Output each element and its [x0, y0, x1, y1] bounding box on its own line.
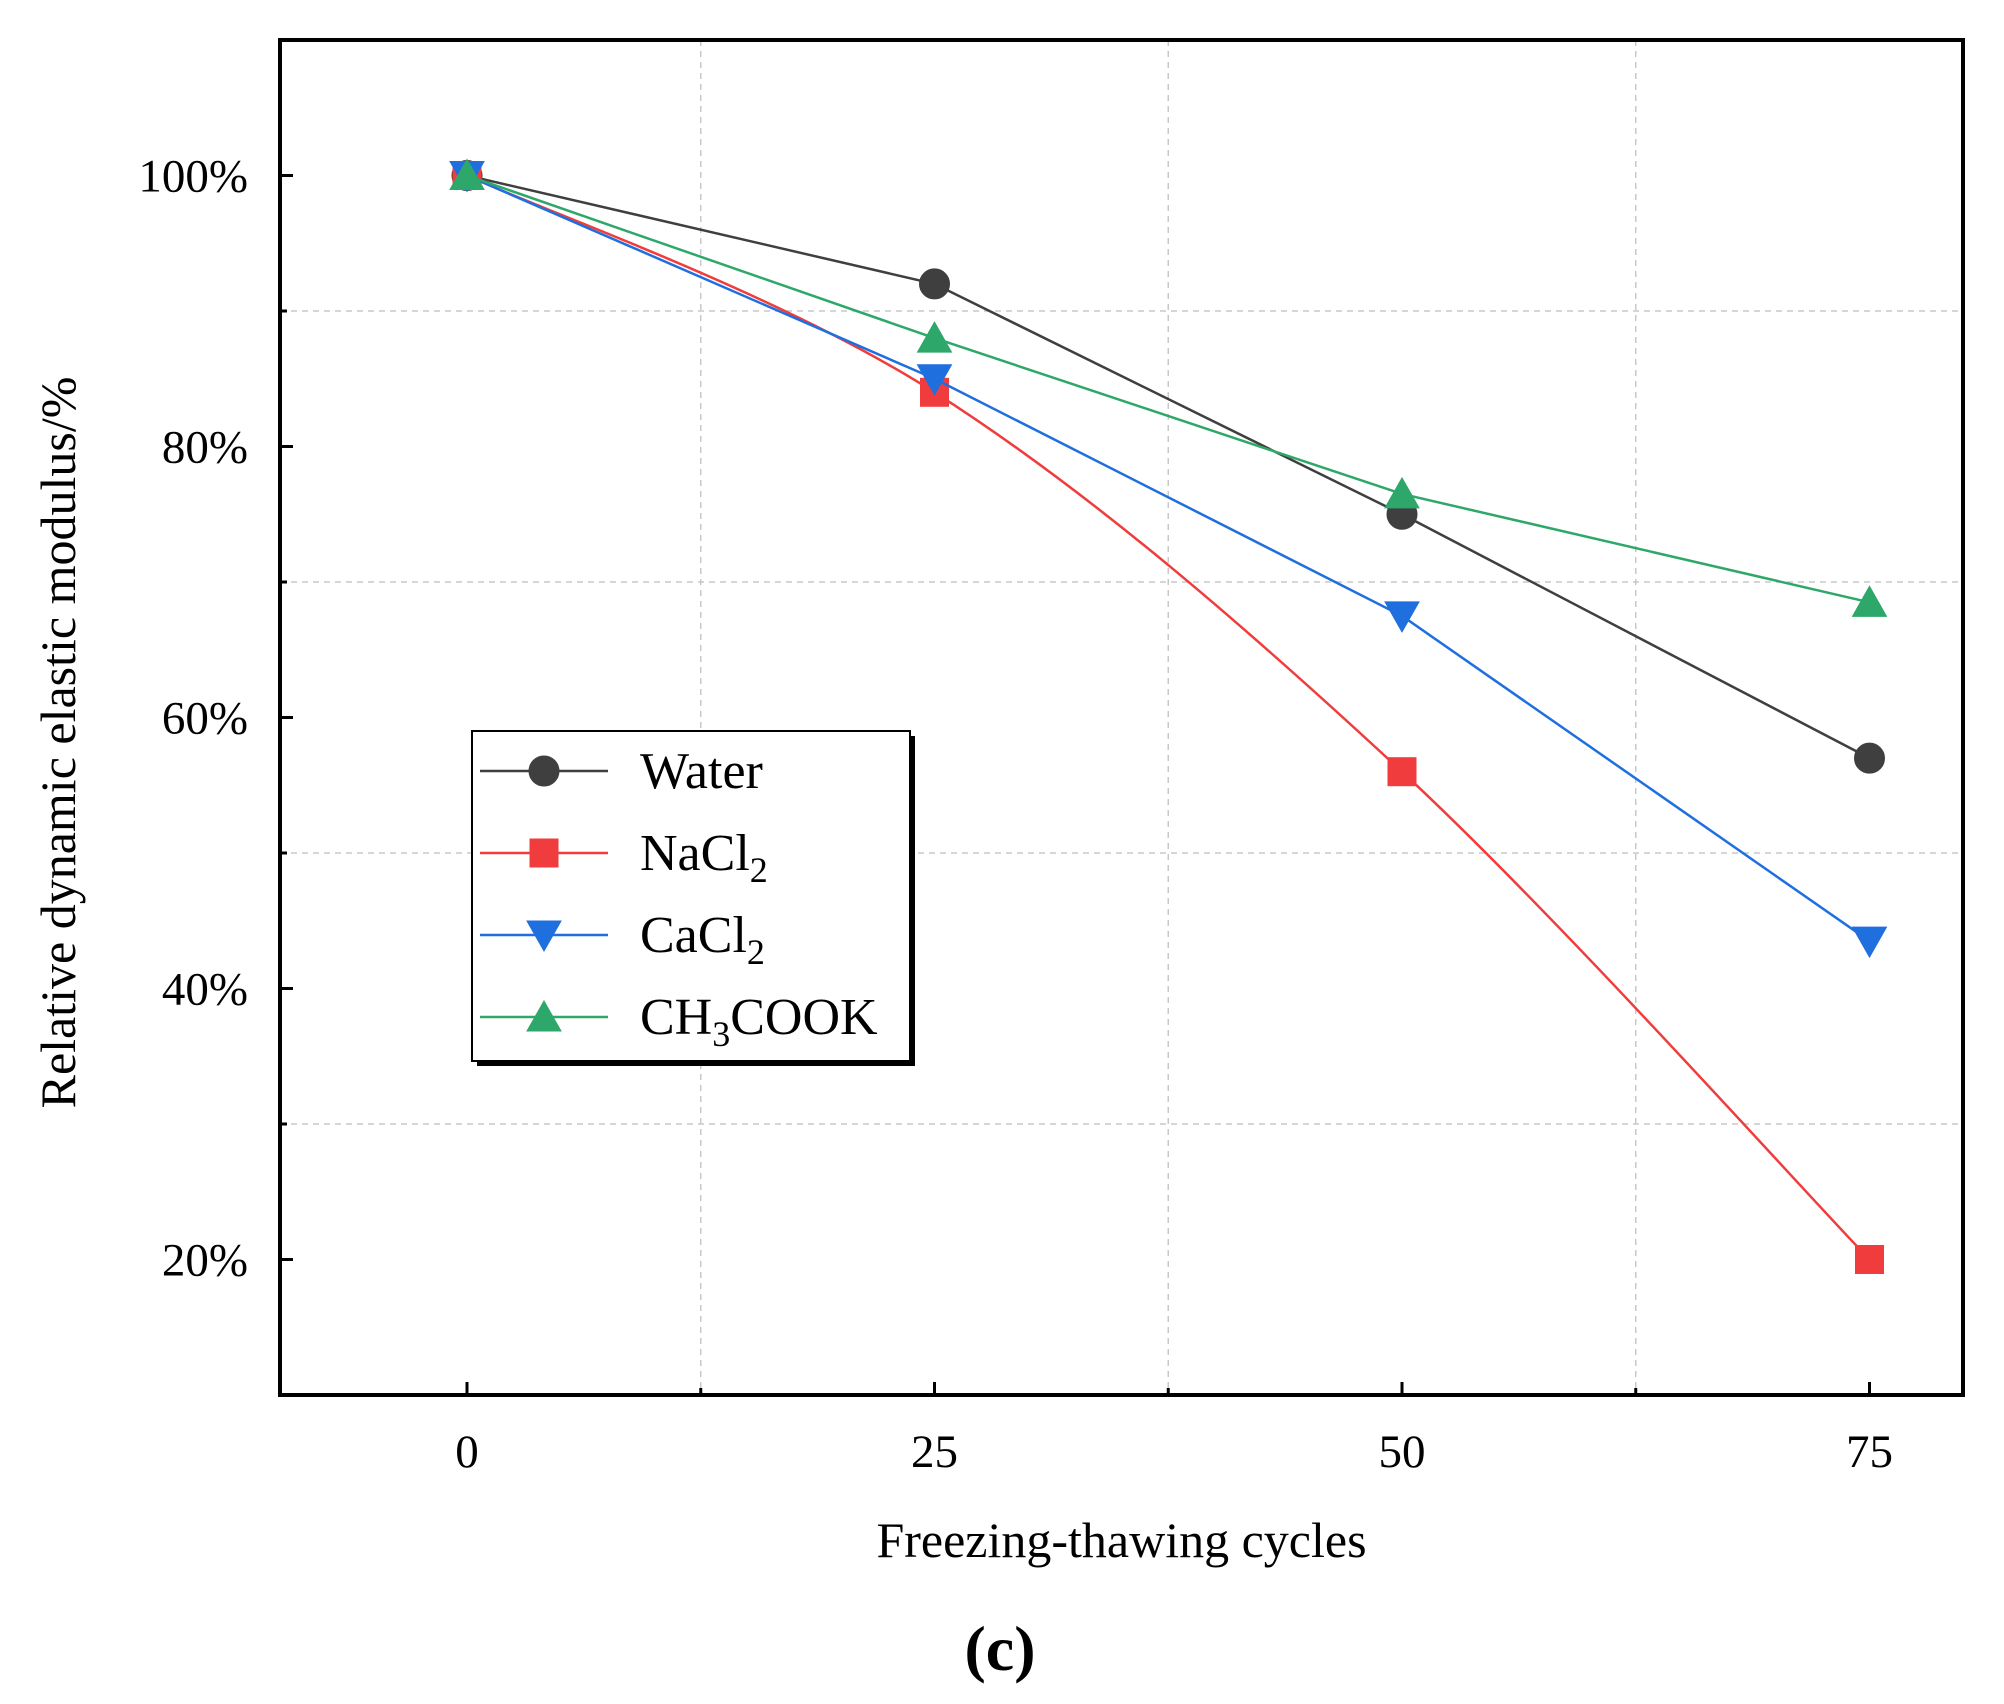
series-layer [449, 158, 1888, 1274]
legend-label: Water [640, 743, 763, 800]
y-tick-label: 20% [162, 1235, 248, 1287]
x-tick-label: 75 [1846, 1426, 1893, 1478]
legend-marker [526, 920, 562, 953]
legend-label: CH3COOK [640, 989, 878, 1054]
legend-marker [526, 999, 562, 1032]
data-point-ch3cook [1384, 476, 1420, 509]
y-tick-label: 40% [162, 964, 248, 1016]
series-ch3cook [449, 158, 1888, 617]
axis-ticks: 0 25 50 75 20% 40% 60% 80% 100% [138, 151, 1893, 1479]
x-tick-label: 0 [455, 1426, 479, 1478]
panel-label: (c) [964, 1613, 1035, 1684]
data-point-nacl2 [1387, 757, 1417, 787]
y-tick-label: 100% [138, 151, 248, 203]
grid-lines [280, 40, 1963, 1395]
data-point-cacl2 [1851, 926, 1888, 959]
data-point-ch3cook [1851, 585, 1888, 617]
legend-label: CaCl2 [640, 907, 765, 972]
legend-label: NaCl2 [640, 825, 768, 890]
x-axis-title: Freezing-thawing cycles [876, 1512, 1366, 1568]
y-tick-label: 80% [162, 422, 248, 474]
data-point-nacl2 [1855, 1245, 1884, 1274]
data-point-water [919, 268, 950, 300]
data-point-cacl2 [916, 364, 953, 396]
data-point-ch3cook [916, 321, 953, 353]
x-tick-label: 25 [911, 1426, 958, 1478]
series-line-nacl2 [466, 174, 1871, 1261]
legend-marker [528, 755, 560, 787]
series-line-cacl2 [466, 174, 1871, 943]
plot-frame [278, 38, 1965, 1397]
y-tick-label: 60% [162, 693, 248, 745]
y-axis-title: Relative dynamic elastic modulus/% [30, 377, 86, 1109]
data-point-water [1854, 742, 1885, 774]
data-point-cacl2 [1384, 601, 1420, 633]
series-line-water [466, 174, 1871, 760]
x-tick-label: 50 [1379, 1426, 1426, 1478]
legend-marker [529, 838, 559, 868]
series-line-ch3cook [466, 174, 1870, 604]
legend: Water NaCl2 CaCl2 CH3COOK [471, 730, 915, 1066]
data-point-ch3cook [449, 158, 485, 190]
